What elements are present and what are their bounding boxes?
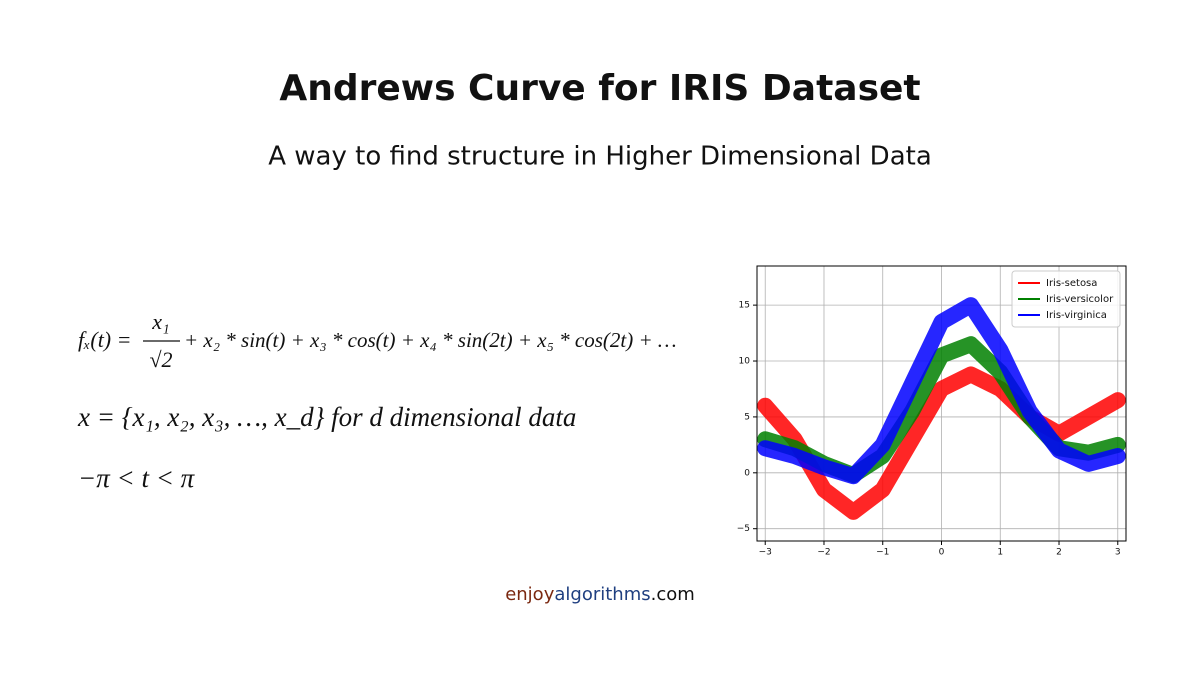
legend-box	[1011, 270, 1121, 328]
x-tick-label: 0	[939, 548, 945, 558]
legend-label: Iris-virginica	[1046, 310, 1107, 321]
formula-rest: + x₂ * sin(t) + x₃ * cos(t) + x₄ * sin(2…	[184, 328, 677, 352]
x-tick-label: −3	[759, 548, 772, 558]
footer-part: enjoy	[505, 584, 554, 605]
formula-numerator: x₁	[151, 309, 169, 334]
x-tick-label: −1	[876, 548, 889, 558]
formula-line3: −π < t < π	[78, 463, 196, 493]
footer: enjoyalgorithms.com	[505, 584, 695, 605]
x-tick-label: 2	[1056, 548, 1062, 558]
formula-line2: x = {x₁, x₂, x₃, …, x_d} for d dimension…	[77, 402, 576, 432]
y-tick-label: −5	[737, 524, 750, 534]
title: Andrews Curve for IRIS Dataset	[279, 68, 920, 109]
legend-label: Iris-setosa	[1046, 278, 1097, 289]
y-tick-label: 5	[744, 412, 750, 422]
y-tick-label: 15	[739, 301, 750, 311]
formula-denominator: √2	[149, 347, 172, 372]
y-tick-label: 10	[739, 357, 751, 367]
x-tick-label: −2	[817, 548, 830, 558]
legend-label: Iris-versicolor	[1046, 294, 1114, 305]
x-tick-label: 1	[997, 548, 1003, 558]
chart: −3 −2 −1 0 1 2 3 −5 0 5 10 15 Iris-setosa Iris-versic…	[737, 265, 1127, 558]
footer-part: .com	[651, 584, 695, 605]
plot-frame	[756, 265, 1127, 542]
subtitle: A way to find structure in Higher Dimens…	[268, 142, 932, 172]
y-tick-label: 0	[744, 468, 750, 478]
formula-lhs: fₓ(t) =	[78, 327, 131, 352]
series-band	[757, 297, 1126, 485]
footer-part: algorithms	[554, 584, 650, 605]
x-tick-label: 3	[1115, 548, 1121, 558]
series-band	[757, 366, 1126, 520]
